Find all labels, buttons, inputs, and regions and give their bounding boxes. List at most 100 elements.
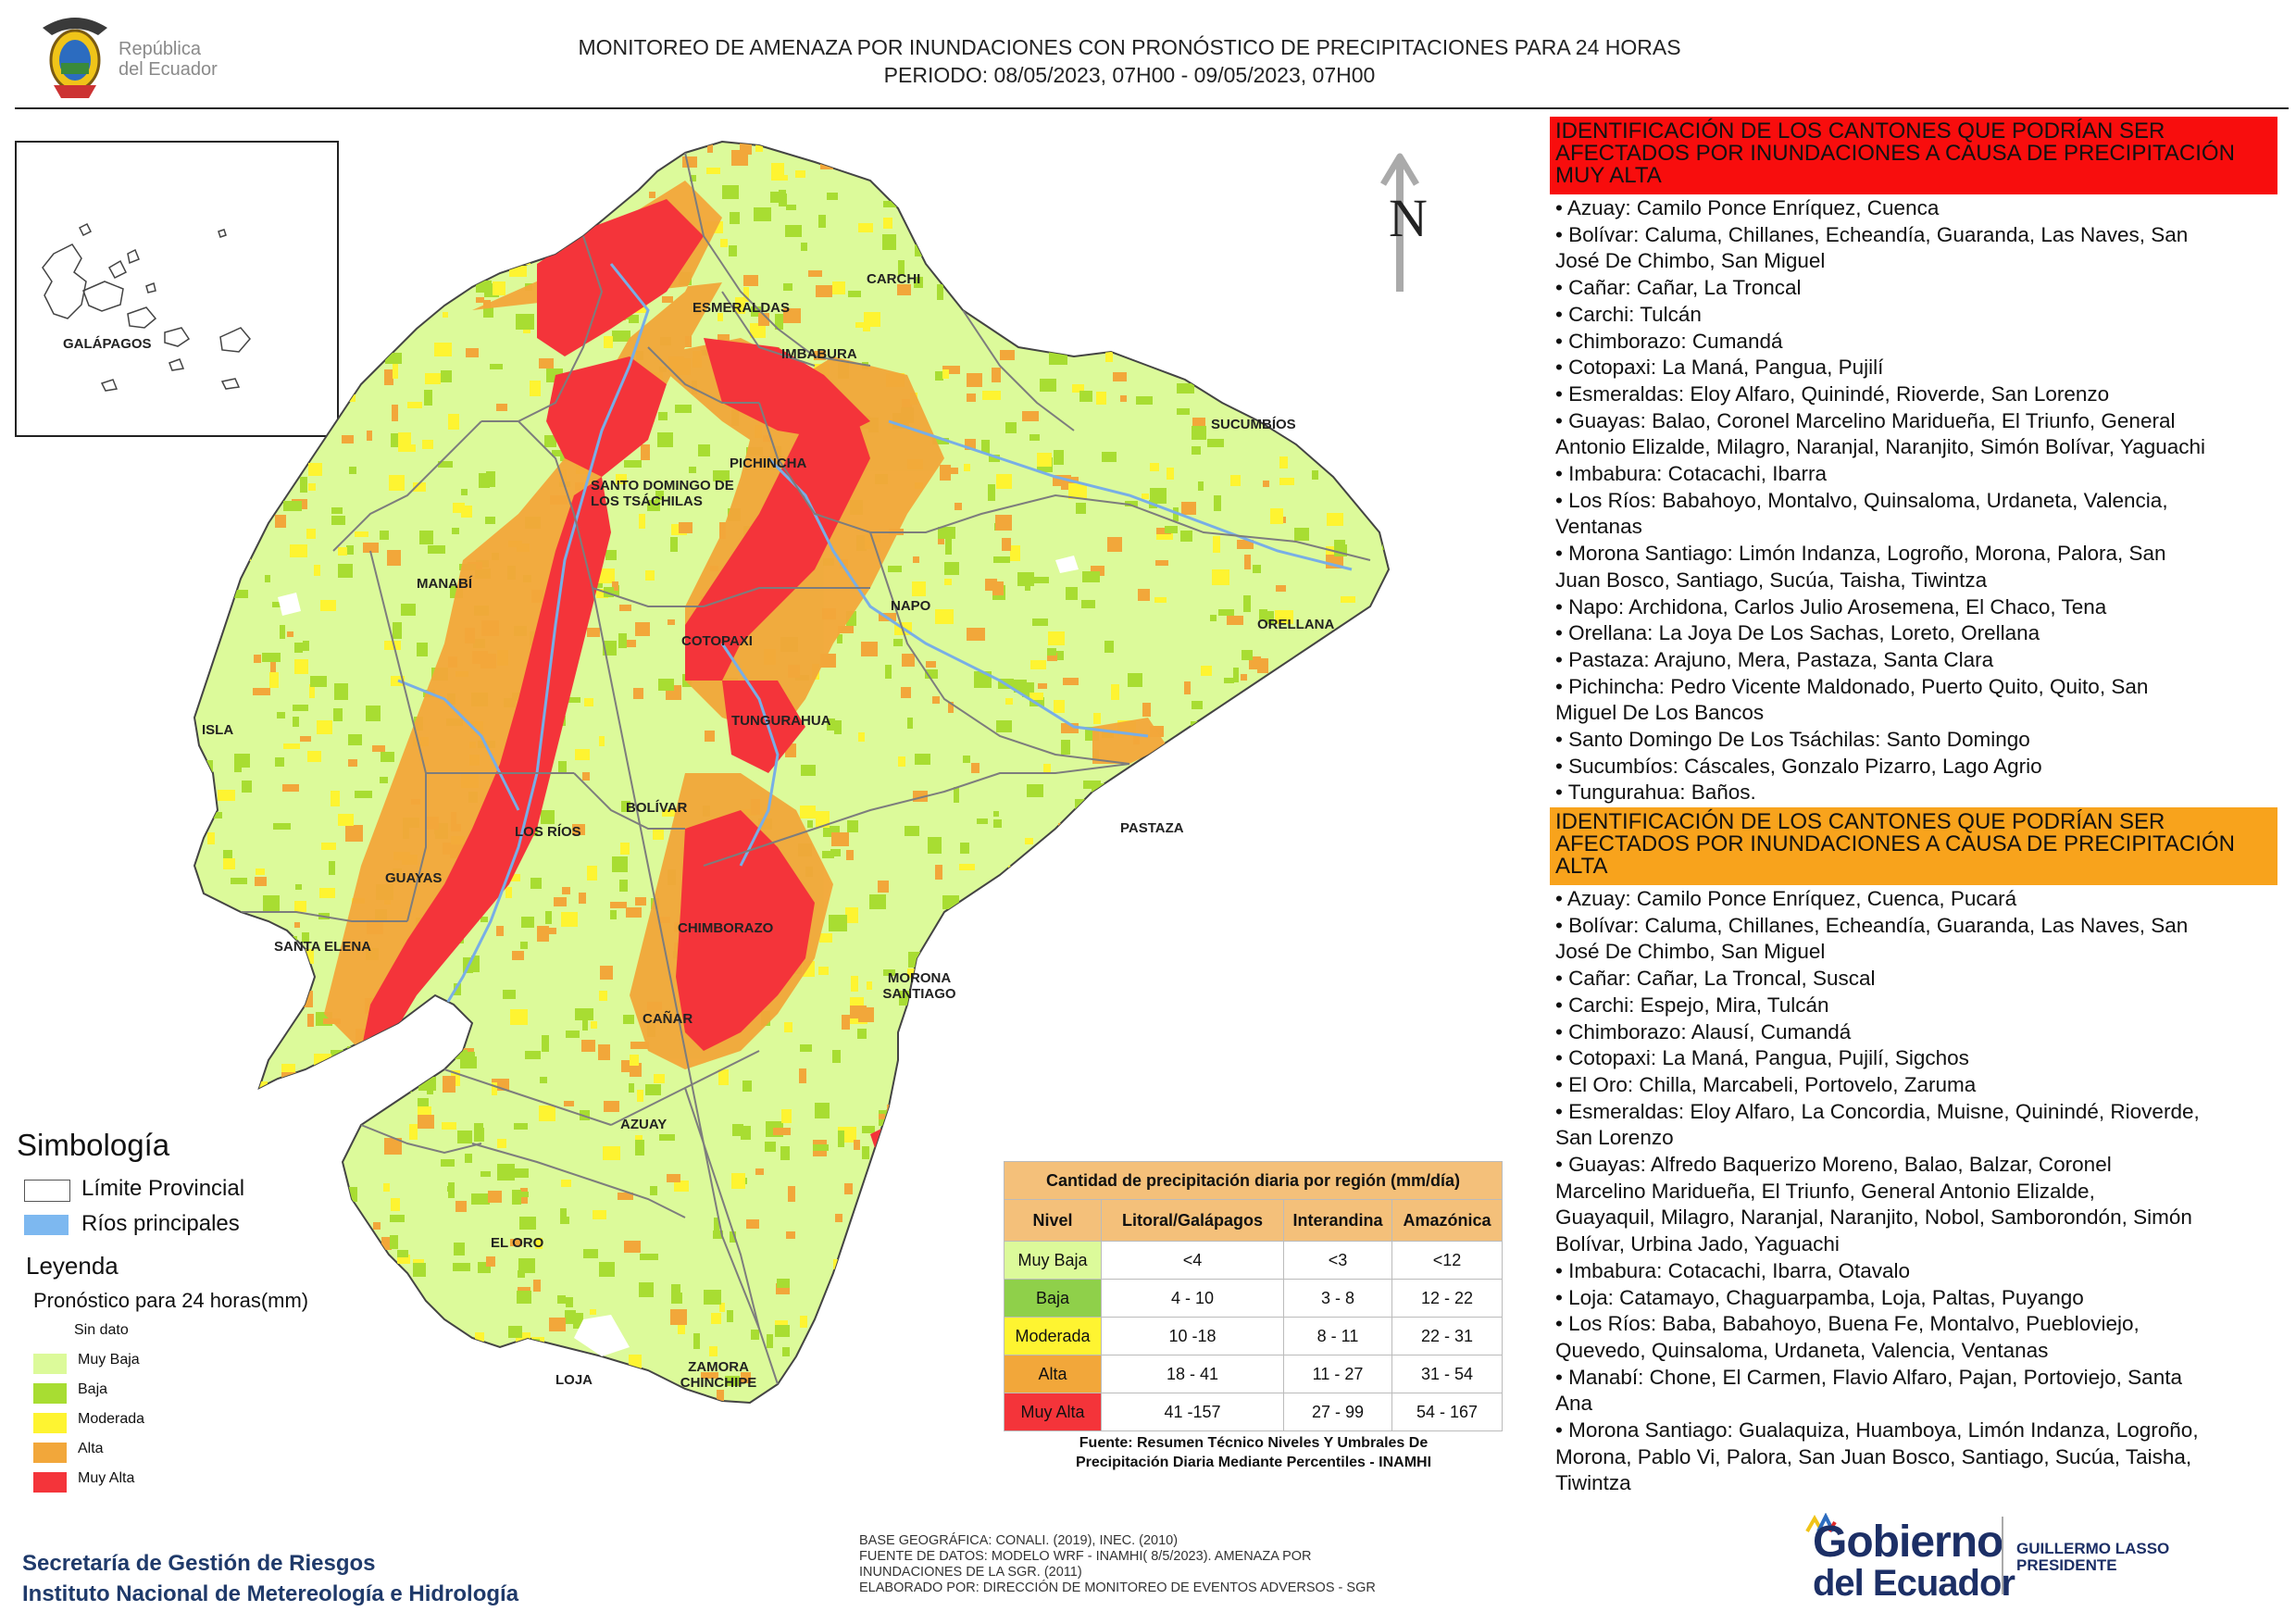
precip-cell — [623, 1015, 634, 1024]
precip-cell — [1138, 860, 1144, 866]
precip-cell — [1371, 126, 1388, 138]
precip-cell — [558, 761, 567, 774]
precip-cell — [535, 1238, 543, 1249]
precip-cell — [599, 736, 605, 746]
precip-cell — [194, 1081, 196, 1087]
precip-cell — [246, 142, 261, 144]
precip-cell — [610, 902, 627, 908]
precip-cell — [913, 556, 919, 563]
precip-cell — [486, 1256, 495, 1267]
precip-cell — [940, 465, 951, 481]
precip-cell — [612, 856, 628, 872]
precip-cell — [626, 156, 638, 170]
precip-cell — [1208, 919, 1220, 930]
precip-cell — [381, 1266, 387, 1276]
precip-cell — [1270, 508, 1283, 524]
legend-swatch-2 — [33, 1383, 67, 1404]
precip-cell — [284, 981, 298, 993]
province-label-isla: ISLA — [202, 722, 234, 738]
precip-cell — [1195, 1099, 1202, 1106]
precip-cell — [418, 1077, 436, 1091]
precip-cell — [1242, 394, 1251, 405]
precip-cell — [662, 809, 679, 817]
precip-cell — [545, 911, 552, 924]
precip-cell — [713, 470, 730, 481]
precip-cell — [883, 201, 900, 207]
precip-cell — [518, 1270, 525, 1278]
precip-cell — [1210, 615, 1217, 621]
precip-cell — [453, 1021, 459, 1033]
precip-cell — [851, 976, 858, 992]
precip-cell — [1253, 799, 1270, 812]
precip-cell — [1101, 234, 1112, 244]
precip-cell — [203, 472, 214, 485]
precip-cell — [354, 1086, 361, 1094]
precip-cell — [861, 642, 878, 656]
precip-cell — [829, 915, 847, 931]
precip-cell — [206, 1162, 213, 1174]
precip-cell — [448, 414, 459, 430]
precip-cell — [953, 1325, 959, 1338]
precip-cell — [1149, 763, 1162, 774]
precip-cell — [281, 1315, 296, 1328]
precip-cell — [1354, 693, 1370, 708]
precip-cell — [942, 366, 960, 374]
precip-cell — [662, 296, 673, 303]
precip-cell — [868, 1178, 884, 1191]
precip-cell — [993, 1070, 1003, 1077]
precip-cell — [653, 828, 664, 840]
precip-cell — [300, 736, 311, 742]
province-label-guayas: GUAYAS — [385, 870, 443, 886]
precip-cell — [781, 1109, 792, 1123]
precip-cell — [454, 1243, 465, 1255]
precip-cell — [474, 1128, 484, 1142]
precip-cell — [1113, 372, 1127, 381]
precip-cell — [366, 188, 373, 202]
precip-cell — [1011, 1026, 1029, 1032]
precip-cell — [910, 1399, 922, 1403]
precip-cell — [883, 218, 892, 229]
precip-cell — [389, 475, 405, 491]
precip-cell — [319, 1139, 337, 1147]
precip-cell — [988, 217, 1003, 230]
precip-cell — [731, 1173, 745, 1189]
precip-cell — [915, 244, 926, 256]
precip-cell — [262, 653, 281, 662]
precip-cell — [1055, 651, 1064, 660]
precip-cell — [1350, 800, 1362, 815]
precip-cell — [486, 471, 495, 487]
precip-cell — [419, 1053, 430, 1059]
precip-cell — [924, 1216, 941, 1225]
precip-cell — [322, 1302, 339, 1316]
precip-cell — [308, 483, 316, 491]
precip-cell — [981, 160, 992, 167]
precip-cell — [354, 1091, 362, 1100]
precip-cell — [355, 791, 372, 798]
precip-cell — [218, 790, 235, 801]
precip-cell — [1234, 1131, 1243, 1143]
precip-cell — [393, 364, 398, 379]
canton-line: Bolívar, Urbina Jado, Yaguachi — [1555, 1232, 1840, 1256]
precip-cell — [619, 880, 628, 892]
precip-cell — [479, 473, 490, 488]
precip-cell — [942, 895, 959, 909]
precip-cell — [992, 581, 1004, 595]
precip-cell — [1311, 1005, 1317, 1021]
precip-cell — [995, 1020, 1002, 1034]
precip-cell — [1241, 674, 1247, 681]
precip-cell — [765, 1142, 776, 1152]
precip-cell — [1233, 396, 1244, 406]
precip-cell — [1075, 294, 1084, 307]
precip-cell — [783, 308, 801, 323]
precip-cell — [264, 328, 270, 338]
precip-cell — [254, 145, 269, 155]
precip-cell — [227, 233, 236, 244]
precip-cell — [515, 1361, 526, 1373]
precip-cell — [1207, 439, 1224, 447]
precip-cell — [1249, 923, 1267, 929]
precip-cell — [1178, 1135, 1185, 1141]
precip-cell — [1107, 1055, 1117, 1060]
precip-cell — [718, 1069, 729, 1085]
precip-cell — [948, 200, 965, 214]
precip-cell — [503, 990, 516, 999]
